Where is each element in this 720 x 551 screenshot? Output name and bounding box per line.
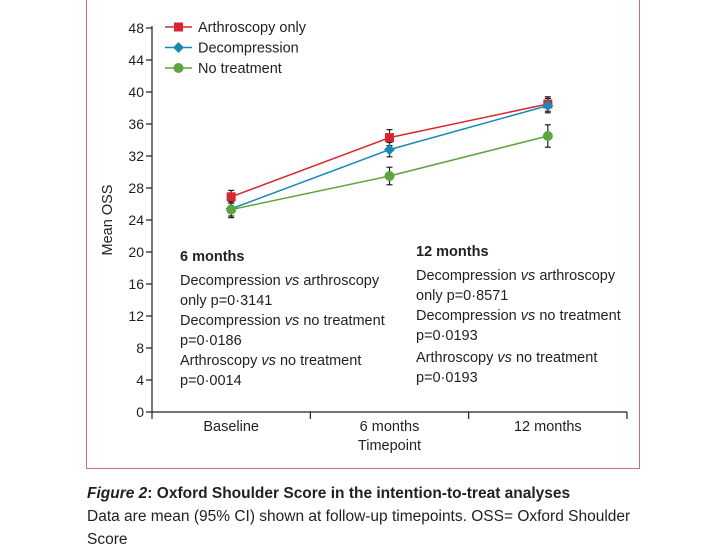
comparison-6m-decomp-vs-none: Decompression vs no treatment p=0·0186: [180, 313, 385, 349]
stats-6-months: 6 months Decompression vs arthroscopy on…: [180, 247, 405, 391]
y-axis-label: Mean OSS: [100, 185, 116, 256]
data-point: [542, 131, 553, 141]
x-tick-label: 6 months: [360, 419, 420, 435]
comparison-12m-decomp-vs-none: Decompression vs no treatment p=0·0193: [416, 308, 621, 344]
y-tick-label: 8: [136, 340, 144, 356]
y-tick-label: 24: [128, 212, 144, 228]
y-tick-label: 20: [128, 244, 144, 260]
y-tick-label: 40: [128, 84, 144, 100]
legend-label: No treatment: [198, 61, 282, 77]
y-tick-label: 32: [128, 148, 144, 164]
legend-marker: [173, 63, 184, 73]
data-point: [542, 100, 554, 112]
legend-marker: [173, 42, 184, 53]
y-tick-label: 12: [128, 308, 144, 324]
comparison-12m-decomp-vs-arthro: Decompression vs arthroscopy only p=0·85…: [416, 268, 616, 304]
comparison-6m-arthro-vs-none: Arthroscopy vs no treatment p=0·0014: [180, 353, 362, 389]
data-point: [226, 204, 237, 215]
figure-label: Figure 2: [87, 485, 148, 502]
y-tick-label: 44: [128, 52, 144, 68]
data-point: [384, 171, 395, 181]
data-point: [385, 133, 394, 143]
legend-marker: [174, 22, 183, 32]
data-point: [384, 144, 395, 156]
stats-12-months-header: 12 months: [416, 244, 489, 260]
figure-title: : Oxford Shoulder Score in the intention…: [147, 485, 571, 502]
x-tick-label: Baseline: [203, 419, 259, 435]
figure-caption: Figure 2: Oxford Shoulder Score in the i…: [87, 482, 647, 551]
legend-label: Decompression: [198, 41, 299, 57]
y-tick-label: 4: [136, 372, 144, 388]
y-tick-label: 16: [128, 276, 144, 292]
stats-6-months-header: 6 months: [180, 249, 245, 265]
legend-label: Arthroscopy only: [198, 20, 307, 36]
comparison-6m-decomp-vs-arthro: Decompression vs arthroscopy only p=0·31…: [180, 273, 380, 309]
stats-12-months: 12 months Decompression vs arthroscopy o…: [416, 242, 641, 388]
figure-frame: [86, 0, 640, 469]
data-point: [226, 192, 236, 202]
x-axis-label: Timepoint: [358, 438, 421, 454]
comparison-12m-arthro-vs-none: Arthroscopy vs no treatment p=0·0193: [416, 350, 598, 386]
y-tick-label: 0: [136, 404, 144, 420]
figure-caption-text: Data are mean (95% CI) shown at follow-u…: [87, 508, 631, 548]
x-tick-label: 12 months: [514, 419, 582, 435]
y-tick-label: 36: [128, 116, 144, 132]
y-tick-label: 28: [128, 180, 144, 196]
y-tick-label: 48: [128, 20, 144, 36]
